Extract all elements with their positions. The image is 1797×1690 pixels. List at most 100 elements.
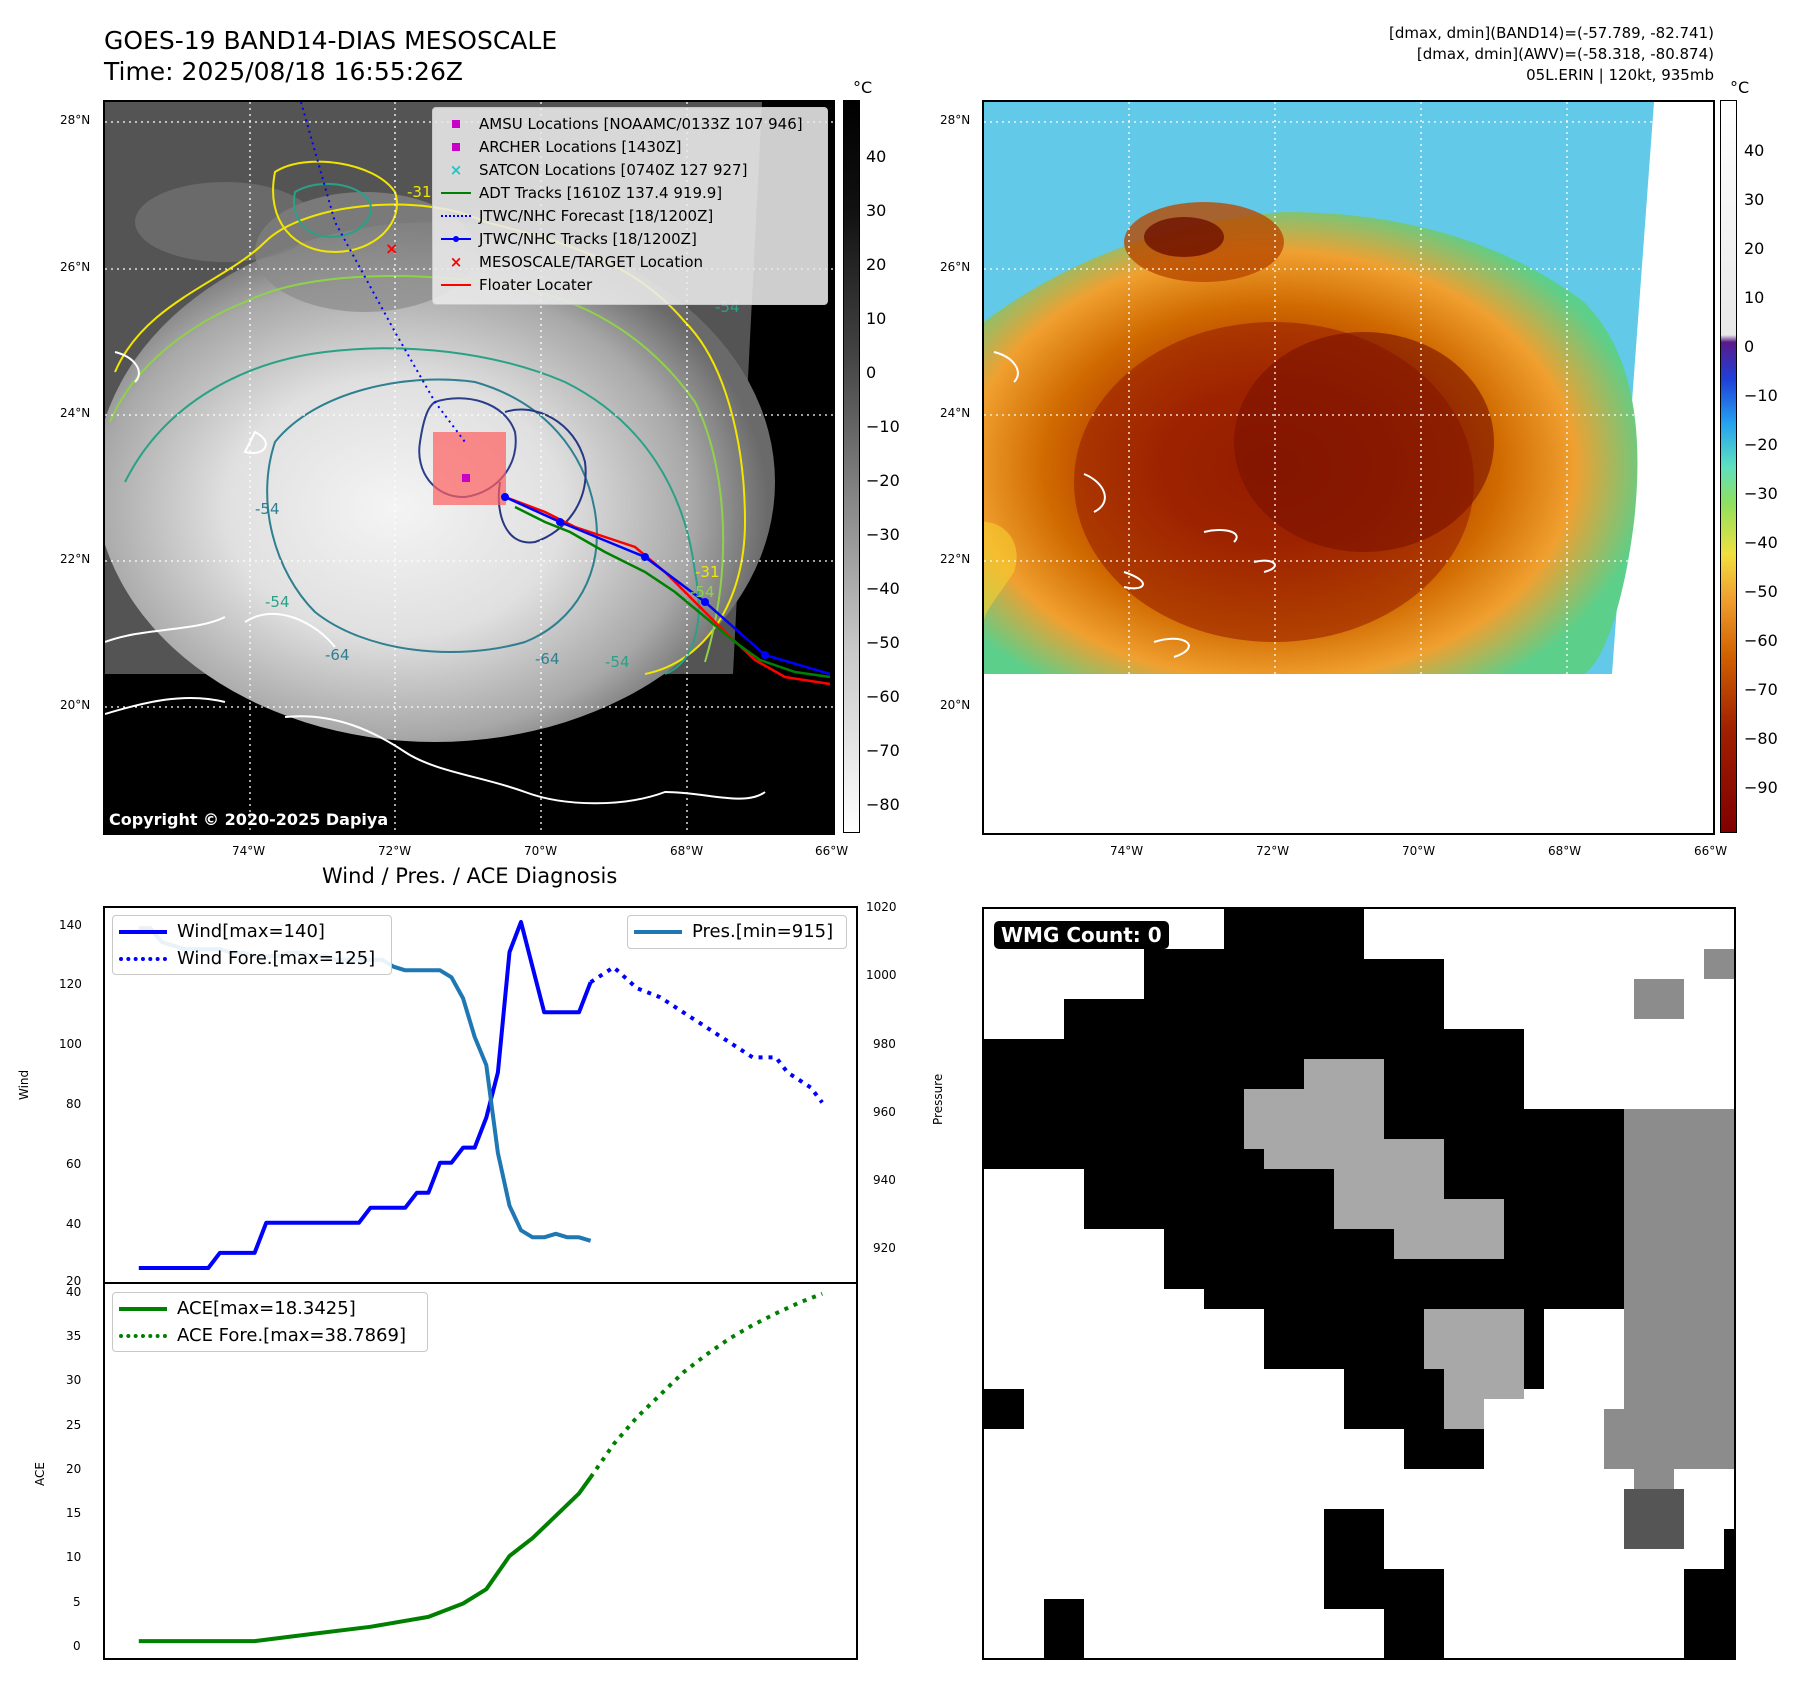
line-icon (119, 929, 167, 934)
colorbar-tick: −20 (1744, 435, 1778, 454)
series-line-wind-fore (589, 965, 824, 1104)
lat-label: 22°N (60, 552, 91, 566)
colorbar-tick: −20 (866, 471, 900, 490)
legend-item-satcon: × SATCON Locations [0740Z 127 927] (439, 158, 821, 181)
lat-label: 28°N (940, 113, 971, 127)
nhc-track (504, 495, 831, 676)
ace-legend: ACE[max=18.3425] ACE Fore.[max=38.7869] (112, 1292, 428, 1352)
colorbar-tick: −90 (1744, 778, 1778, 797)
wmg-grid (984, 909, 1734, 1658)
lon-label: 72°W (378, 844, 412, 858)
pressure-legend: Pres.[min=915] (627, 915, 847, 949)
ace-y-tick: 0 (73, 1639, 81, 1653)
lon-label: 74°W (1110, 844, 1144, 858)
contour-label: -31 (407, 183, 432, 201)
wind-y-tick: 120 (59, 977, 82, 991)
ace-axis-label: ACE (33, 1462, 47, 1486)
colorbar-tick: 0 (1744, 337, 1755, 356)
contour-label: -31 (695, 563, 720, 581)
colorbar-tick: −10 (866, 417, 900, 436)
legend-item-pressure: Pres.[min=915] (634, 918, 840, 945)
series-line-ace-fore (588, 1291, 823, 1479)
line-icon (439, 283, 473, 286)
floater-box (433, 432, 506, 505)
series-line-wind (138, 920, 593, 1270)
lon-label: 66°W (1694, 844, 1728, 858)
square-marker-icon (439, 142, 473, 151)
pressure-y-tick: 1000 (866, 968, 897, 982)
timestamp: Time: 2025/08/18 16:55:26Z (104, 57, 463, 86)
legend-item-ace: ACE[max=18.3425] (119, 1295, 421, 1322)
diagnosis-title: Wind / Pres. / ACE Diagnosis (322, 864, 618, 888)
colorbar-tick: 40 (1744, 141, 1765, 160)
wind-y-tick: 100 (59, 1037, 82, 1051)
wind-y-tick: 20 (66, 1274, 82, 1288)
contour-labels: -31 -54 -54 -64 -64 -54 -54 -54 -31 (255, 183, 740, 671)
lat-label: 24°N (940, 406, 971, 420)
wmg-panel: WMG Count: 0 (982, 907, 1736, 1660)
contour-label: -54 (255, 500, 280, 518)
ace-y-tick: 30 (66, 1373, 82, 1387)
colorbar-tick: −60 (866, 687, 900, 706)
pressure-y-tick: 1020 (866, 900, 897, 914)
line-dot-icon (439, 235, 473, 242)
contour-label: -64 (535, 650, 560, 668)
pressure-y-tick: 920 (873, 1241, 896, 1255)
svg-text:×: × (385, 239, 398, 258)
series-line-ace (138, 1476, 593, 1644)
square-marker-icon (439, 119, 473, 128)
gray-colorbar (843, 100, 860, 833)
colorbar-tick: −40 (866, 579, 900, 598)
line-icon (119, 1306, 167, 1311)
colorbar-tick: −60 (1744, 631, 1778, 650)
x-marker-icon: × (449, 160, 463, 179)
ace-y-tick: 35 (66, 1329, 82, 1343)
colorbar-tick: −50 (866, 633, 900, 652)
ir-map-panel: × -31 -54 -54 -64 -64 -54 -54 -54 -31 Co… (103, 100, 835, 835)
colorbar-tick: −10 (1744, 386, 1778, 405)
info-band14: [dmax, dmin](BAND14)=(-57.789, -82.741) (1389, 24, 1714, 42)
lon-label: 68°W (1548, 844, 1582, 858)
legend-item-ace-forecast: ACE Fore.[max=38.7869] (119, 1322, 421, 1349)
ace-y-tick: 5 (73, 1595, 81, 1609)
contour-label: -54 (605, 653, 630, 671)
wind-y-tick: 140 (59, 918, 82, 932)
line-icon (439, 191, 473, 194)
lon-label: 70°W (524, 844, 558, 858)
colorbar-tick: 20 (866, 255, 887, 274)
wind-y-tick: 80 (66, 1097, 82, 1111)
wmg-count-badge: WMG Count: 0 (994, 921, 1169, 949)
lon-label: 72°W (1256, 844, 1290, 858)
legend-item-tracks: JTWC/NHC Tracks [18/1200Z] (439, 227, 821, 250)
main-title: GOES-19 BAND14-DIAS MESOSCALE (104, 26, 558, 55)
wind-legend: Wind[max=140] Wind Fore.[max=125] (112, 915, 392, 975)
wind-axis-label: Wind (17, 1069, 31, 1100)
ace-y-tick: 40 (66, 1285, 82, 1299)
info-storm: 05L.ERIN | 120kt, 935mb (1526, 66, 1714, 84)
legend-item-wind: Wind[max=140] (119, 918, 385, 945)
contour-label: -54 (690, 583, 715, 601)
lon-label: 74°W (232, 844, 266, 858)
legend-item-amsu: AMSU Locations [NOAAMC/0133Z 107 946] (439, 112, 821, 135)
color-colorbar (1720, 100, 1737, 833)
x-marker-icon: × (449, 252, 463, 271)
lat-label: 22°N (940, 552, 971, 566)
colorbar-tick: −70 (866, 741, 900, 760)
colorbar-tick: −50 (1744, 582, 1778, 601)
series-line-pres (138, 926, 592, 1243)
color-ir-map-svg (984, 102, 1713, 833)
colorbar-tick: −80 (866, 795, 900, 814)
dotted-line-icon (119, 956, 167, 961)
line-icon (634, 929, 682, 934)
wind-y-tick: 60 (66, 1157, 82, 1171)
lat-label: 24°N (60, 406, 91, 420)
legend-item-target: × MESOSCALE/TARGET Location (439, 250, 821, 273)
wind-y-tick: 40 (66, 1217, 82, 1231)
pressure-y-tick: 940 (873, 1173, 896, 1187)
colorbar-tick: 0 (866, 363, 877, 382)
ace-y-tick: 15 (66, 1506, 82, 1520)
lat-label: 26°N (60, 260, 91, 274)
colorbar-tick: −30 (1744, 484, 1778, 503)
legend-item-adt: ADT Tracks [1610Z 137.4 919.9] (439, 181, 821, 204)
contour-label: -54 (265, 593, 290, 611)
